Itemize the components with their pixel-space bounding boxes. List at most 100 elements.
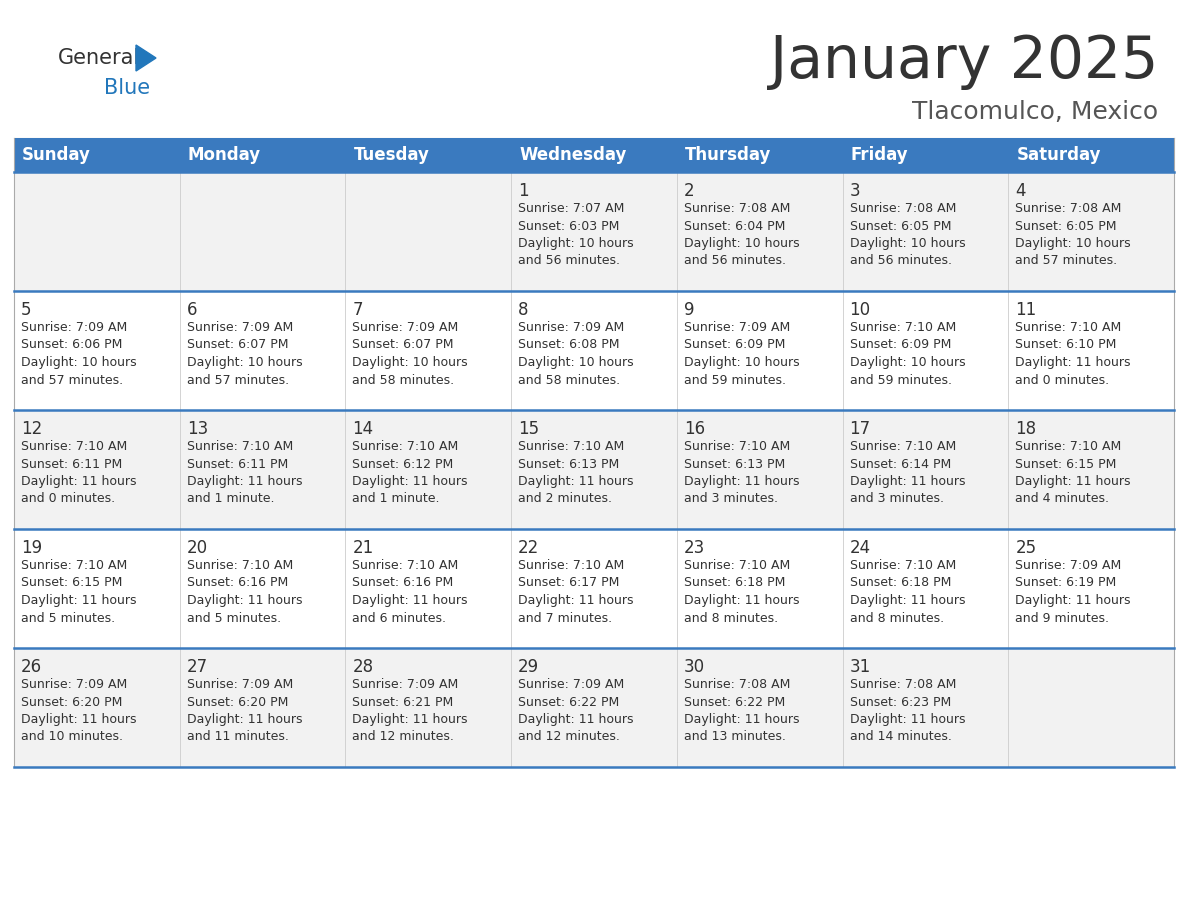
FancyBboxPatch shape [346, 410, 511, 529]
Text: 8: 8 [518, 301, 529, 319]
FancyBboxPatch shape [179, 291, 346, 410]
Text: Sunrise: 7:10 AM
Sunset: 6:12 PM
Daylight: 11 hours
and 1 minute.: Sunrise: 7:10 AM Sunset: 6:12 PM Dayligh… [353, 440, 468, 506]
FancyBboxPatch shape [346, 172, 511, 291]
Text: 6: 6 [187, 301, 197, 319]
Text: 10: 10 [849, 301, 871, 319]
FancyBboxPatch shape [346, 648, 511, 767]
Text: Sunday: Sunday [23, 146, 90, 164]
FancyBboxPatch shape [14, 172, 179, 291]
Text: Tlacomulco, Mexico: Tlacomulco, Mexico [912, 100, 1158, 124]
Text: Sunrise: 7:08 AM
Sunset: 6:22 PM
Daylight: 11 hours
and 13 minutes.: Sunrise: 7:08 AM Sunset: 6:22 PM Dayligh… [684, 678, 800, 744]
Text: Sunrise: 7:10 AM
Sunset: 6:15 PM
Daylight: 11 hours
and 5 minutes.: Sunrise: 7:10 AM Sunset: 6:15 PM Dayligh… [21, 559, 137, 624]
Text: Sunrise: 7:10 AM
Sunset: 6:16 PM
Daylight: 11 hours
and 5 minutes.: Sunrise: 7:10 AM Sunset: 6:16 PM Dayligh… [187, 559, 302, 624]
FancyBboxPatch shape [1009, 648, 1174, 767]
Text: Sunrise: 7:08 AM
Sunset: 6:05 PM
Daylight: 10 hours
and 57 minutes.: Sunrise: 7:08 AM Sunset: 6:05 PM Dayligh… [1016, 202, 1131, 267]
FancyBboxPatch shape [179, 172, 346, 291]
Text: 16: 16 [684, 420, 704, 438]
Text: 11: 11 [1016, 301, 1037, 319]
FancyBboxPatch shape [14, 648, 179, 767]
Text: Sunrise: 7:09 AM
Sunset: 6:07 PM
Daylight: 10 hours
and 57 minutes.: Sunrise: 7:09 AM Sunset: 6:07 PM Dayligh… [187, 321, 302, 386]
FancyBboxPatch shape [1009, 291, 1174, 410]
Text: Thursday: Thursday [684, 146, 771, 164]
Text: Blue: Blue [105, 78, 150, 98]
Text: 9: 9 [684, 301, 694, 319]
Text: 21: 21 [353, 539, 374, 557]
FancyBboxPatch shape [511, 291, 677, 410]
Text: 20: 20 [187, 539, 208, 557]
FancyBboxPatch shape [179, 648, 346, 767]
Text: 1: 1 [518, 182, 529, 200]
Text: 3: 3 [849, 182, 860, 200]
FancyBboxPatch shape [842, 410, 1009, 529]
Text: 7: 7 [353, 301, 362, 319]
FancyBboxPatch shape [14, 291, 179, 410]
FancyBboxPatch shape [179, 410, 346, 529]
Text: 31: 31 [849, 658, 871, 676]
Text: 17: 17 [849, 420, 871, 438]
FancyBboxPatch shape [677, 410, 842, 529]
Text: Sunrise: 7:10 AM
Sunset: 6:15 PM
Daylight: 11 hours
and 4 minutes.: Sunrise: 7:10 AM Sunset: 6:15 PM Dayligh… [1016, 440, 1131, 506]
FancyBboxPatch shape [677, 291, 842, 410]
Text: 29: 29 [518, 658, 539, 676]
Text: 19: 19 [21, 539, 42, 557]
FancyBboxPatch shape [511, 648, 677, 767]
FancyBboxPatch shape [14, 529, 179, 648]
Text: Sunrise: 7:10 AM
Sunset: 6:16 PM
Daylight: 11 hours
and 6 minutes.: Sunrise: 7:10 AM Sunset: 6:16 PM Dayligh… [353, 559, 468, 624]
Text: Sunrise: 7:10 AM
Sunset: 6:11 PM
Daylight: 11 hours
and 0 minutes.: Sunrise: 7:10 AM Sunset: 6:11 PM Dayligh… [21, 440, 137, 506]
Text: Sunrise: 7:08 AM
Sunset: 6:04 PM
Daylight: 10 hours
and 56 minutes.: Sunrise: 7:08 AM Sunset: 6:04 PM Dayligh… [684, 202, 800, 267]
Text: Saturday: Saturday [1016, 146, 1101, 164]
FancyBboxPatch shape [677, 529, 842, 648]
FancyBboxPatch shape [511, 410, 677, 529]
Text: Sunrise: 7:09 AM
Sunset: 6:22 PM
Daylight: 11 hours
and 12 minutes.: Sunrise: 7:09 AM Sunset: 6:22 PM Dayligh… [518, 678, 633, 744]
Text: January 2025: January 2025 [770, 33, 1158, 91]
FancyBboxPatch shape [677, 172, 842, 291]
Text: General: General [58, 48, 140, 68]
Text: 25: 25 [1016, 539, 1036, 557]
FancyBboxPatch shape [511, 529, 677, 648]
Text: Sunrise: 7:07 AM
Sunset: 6:03 PM
Daylight: 10 hours
and 56 minutes.: Sunrise: 7:07 AM Sunset: 6:03 PM Dayligh… [518, 202, 633, 267]
Text: Sunrise: 7:10 AM
Sunset: 6:09 PM
Daylight: 10 hours
and 59 minutes.: Sunrise: 7:10 AM Sunset: 6:09 PM Dayligh… [849, 321, 965, 386]
Text: 4: 4 [1016, 182, 1025, 200]
Text: Sunrise: 7:09 AM
Sunset: 6:19 PM
Daylight: 11 hours
and 9 minutes.: Sunrise: 7:09 AM Sunset: 6:19 PM Dayligh… [1016, 559, 1131, 624]
Text: Sunrise: 7:09 AM
Sunset: 6:07 PM
Daylight: 10 hours
and 58 minutes.: Sunrise: 7:09 AM Sunset: 6:07 PM Dayligh… [353, 321, 468, 386]
Text: 2: 2 [684, 182, 695, 200]
Text: Sunrise: 7:08 AM
Sunset: 6:05 PM
Daylight: 10 hours
and 56 minutes.: Sunrise: 7:08 AM Sunset: 6:05 PM Dayligh… [849, 202, 965, 267]
Text: 12: 12 [21, 420, 43, 438]
Text: Sunrise: 7:08 AM
Sunset: 6:23 PM
Daylight: 11 hours
and 14 minutes.: Sunrise: 7:08 AM Sunset: 6:23 PM Dayligh… [849, 678, 965, 744]
FancyBboxPatch shape [346, 291, 511, 410]
Text: 27: 27 [187, 658, 208, 676]
Text: Tuesday: Tuesday [353, 146, 429, 164]
Text: Wednesday: Wednesday [519, 146, 626, 164]
Text: 5: 5 [21, 301, 32, 319]
Text: 24: 24 [849, 539, 871, 557]
Text: 22: 22 [518, 539, 539, 557]
FancyBboxPatch shape [1009, 172, 1174, 291]
Text: Sunrise: 7:10 AM
Sunset: 6:11 PM
Daylight: 11 hours
and 1 minute.: Sunrise: 7:10 AM Sunset: 6:11 PM Dayligh… [187, 440, 302, 506]
Text: Sunrise: 7:10 AM
Sunset: 6:10 PM
Daylight: 11 hours
and 0 minutes.: Sunrise: 7:10 AM Sunset: 6:10 PM Dayligh… [1016, 321, 1131, 386]
Text: 13: 13 [187, 420, 208, 438]
Text: 30: 30 [684, 658, 704, 676]
Text: Sunrise: 7:10 AM
Sunset: 6:13 PM
Daylight: 11 hours
and 3 minutes.: Sunrise: 7:10 AM Sunset: 6:13 PM Dayligh… [684, 440, 800, 506]
Polygon shape [135, 45, 156, 71]
Text: 15: 15 [518, 420, 539, 438]
FancyBboxPatch shape [14, 138, 1174, 172]
FancyBboxPatch shape [842, 529, 1009, 648]
FancyBboxPatch shape [677, 648, 842, 767]
Text: Sunrise: 7:09 AM
Sunset: 6:08 PM
Daylight: 10 hours
and 58 minutes.: Sunrise: 7:09 AM Sunset: 6:08 PM Dayligh… [518, 321, 633, 386]
Text: Sunrise: 7:10 AM
Sunset: 6:18 PM
Daylight: 11 hours
and 8 minutes.: Sunrise: 7:10 AM Sunset: 6:18 PM Dayligh… [684, 559, 800, 624]
Text: Sunrise: 7:09 AM
Sunset: 6:06 PM
Daylight: 10 hours
and 57 minutes.: Sunrise: 7:09 AM Sunset: 6:06 PM Dayligh… [21, 321, 137, 386]
FancyBboxPatch shape [511, 172, 677, 291]
FancyBboxPatch shape [842, 648, 1009, 767]
FancyBboxPatch shape [1009, 529, 1174, 648]
Text: 23: 23 [684, 539, 706, 557]
Text: Sunrise: 7:10 AM
Sunset: 6:13 PM
Daylight: 11 hours
and 2 minutes.: Sunrise: 7:10 AM Sunset: 6:13 PM Dayligh… [518, 440, 633, 506]
Text: Monday: Monday [188, 146, 261, 164]
FancyBboxPatch shape [1009, 410, 1174, 529]
FancyBboxPatch shape [842, 172, 1009, 291]
FancyBboxPatch shape [346, 529, 511, 648]
Text: 28: 28 [353, 658, 373, 676]
Text: Sunrise: 7:10 AM
Sunset: 6:17 PM
Daylight: 11 hours
and 7 minutes.: Sunrise: 7:10 AM Sunset: 6:17 PM Dayligh… [518, 559, 633, 624]
Text: Sunrise: 7:10 AM
Sunset: 6:18 PM
Daylight: 11 hours
and 8 minutes.: Sunrise: 7:10 AM Sunset: 6:18 PM Dayligh… [849, 559, 965, 624]
Text: Sunrise: 7:10 AM
Sunset: 6:14 PM
Daylight: 11 hours
and 3 minutes.: Sunrise: 7:10 AM Sunset: 6:14 PM Dayligh… [849, 440, 965, 506]
Text: Sunrise: 7:09 AM
Sunset: 6:09 PM
Daylight: 10 hours
and 59 minutes.: Sunrise: 7:09 AM Sunset: 6:09 PM Dayligh… [684, 321, 800, 386]
